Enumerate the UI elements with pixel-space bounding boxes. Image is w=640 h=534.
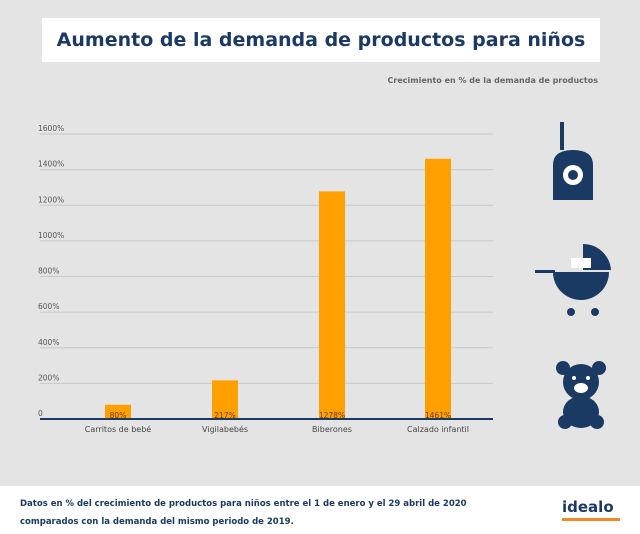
y-tick-label: 400% xyxy=(38,338,59,347)
bar xyxy=(425,158,451,419)
y-tick-label: 800% xyxy=(38,267,59,276)
bar-chart: 0 200% 400% 600% 800% 1000% 1200% 1400% 1600% 80%… xyxy=(38,124,493,434)
bar xyxy=(319,191,345,419)
y-tick-label: 1200% xyxy=(38,195,64,204)
baby-stroller-icon xyxy=(535,243,611,316)
x-tick-label: Vigilabebés xyxy=(202,424,248,434)
y-tick-label: 200% xyxy=(38,373,59,382)
data-label: 80% xyxy=(110,411,127,420)
bar xyxy=(105,404,131,419)
y-tick-label: 1600% xyxy=(38,124,64,133)
idealo-logo: idealo xyxy=(562,498,614,516)
data-label: 1278% xyxy=(319,411,345,420)
y-tick-label: 1000% xyxy=(38,231,64,240)
x-tick-label: Calzado infantil xyxy=(407,425,469,434)
logo-underline xyxy=(562,518,620,521)
chart-title: Aumento de la demanda de productos para … xyxy=(42,18,600,62)
teddy-bear-icon xyxy=(556,361,606,429)
data-label: 217% xyxy=(214,411,235,420)
x-tick-label: Biberones xyxy=(312,425,352,434)
footer: Datos en % del crecimiento de productos … xyxy=(0,486,640,534)
bar xyxy=(212,380,238,419)
x-tick-label: Carritos de bebé xyxy=(85,424,152,434)
chart-subtitle: Crecimiento en % de la demanda de produc… xyxy=(387,76,598,85)
footer-note: Datos en % del crecimiento de productos … xyxy=(20,499,467,527)
baby-monitor-icon xyxy=(553,122,593,200)
y-tick-label: 0 xyxy=(38,409,43,418)
y-tick-label: 1400% xyxy=(38,160,64,169)
data-label: 1461% xyxy=(425,411,451,420)
y-tick-label: 600% xyxy=(38,302,59,311)
